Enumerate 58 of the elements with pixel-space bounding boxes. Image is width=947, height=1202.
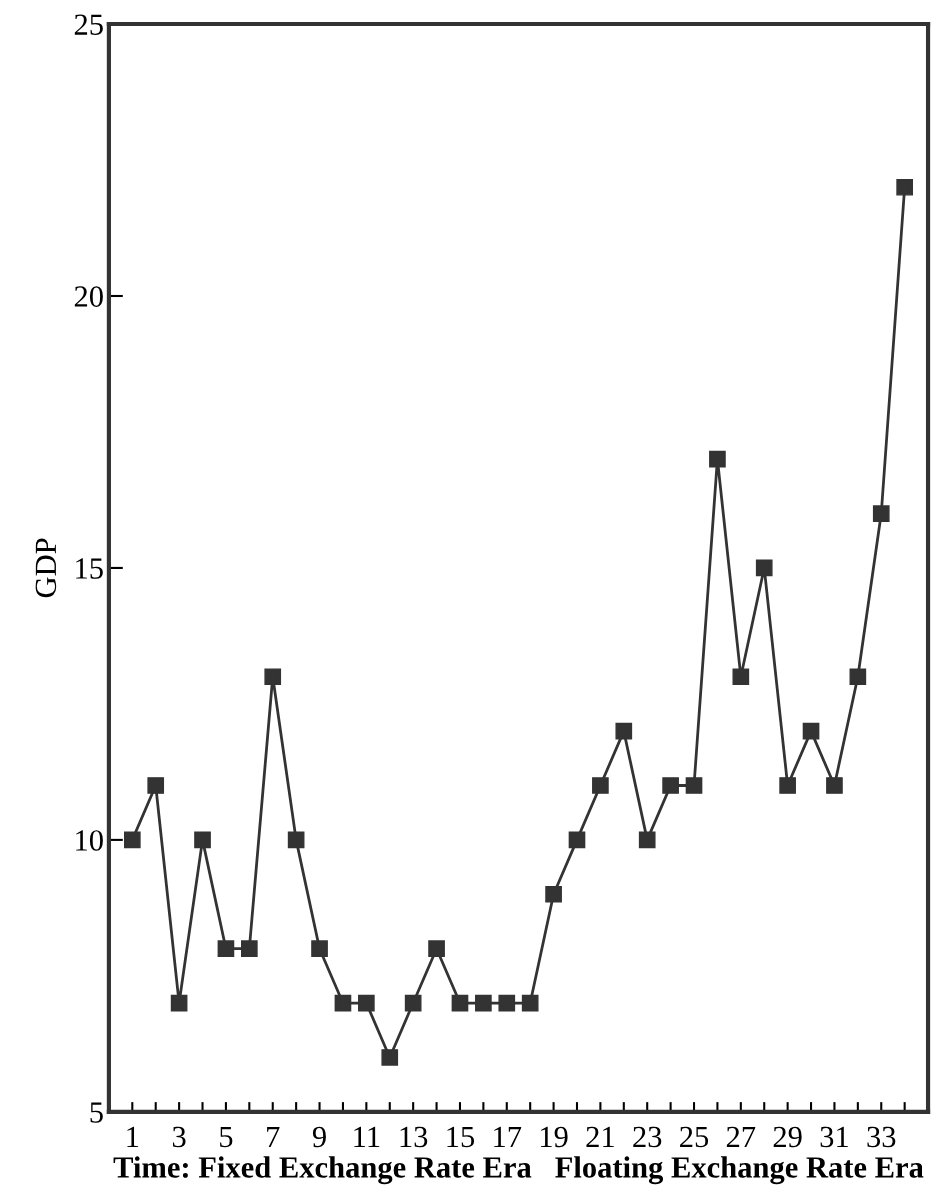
x-tick-label: 31 [820, 1126, 848, 1148]
point [662, 777, 679, 794]
point [872, 505, 890, 522]
point [802, 722, 820, 740]
x-tick-label: 7 [267, 1126, 280, 1147]
x-tick-label: 33 [867, 1126, 896, 1148]
point [194, 831, 211, 849]
point [475, 994, 492, 1012]
point [498, 994, 516, 1012]
x-tick-label: 27 [726, 1126, 756, 1147]
x-tick-label: 3 [172, 1126, 186, 1148]
x-tick-label: 29 [773, 1126, 802, 1148]
point [170, 994, 188, 1012]
point [545, 885, 562, 903]
point [685, 777, 703, 794]
point [123, 831, 141, 849]
y-tick-label: 25 [74, 14, 103, 35]
y-tick-label: 20 [74, 286, 103, 307]
x-tick-label: 1 [127, 1126, 139, 1147]
x-tick-label: 11 [354, 1126, 380, 1147]
point [779, 777, 796, 794]
point [240, 940, 258, 958]
x-tick-label: 25 [680, 1126, 709, 1148]
x-tick-label: 19 [541, 1126, 568, 1148]
y-axis-title: GDP [35, 538, 57, 598]
point [428, 940, 445, 958]
point [451, 994, 469, 1012]
y-tick-label: 5 [90, 1102, 103, 1123]
point [311, 940, 328, 958]
point [826, 777, 843, 794]
point [755, 559, 773, 577]
point [264, 668, 282, 686]
x-tick-label: 5 [220, 1126, 233, 1148]
point [147, 777, 165, 794]
point [521, 994, 539, 1012]
point [358, 994, 375, 1012]
point [732, 668, 750, 686]
point [568, 831, 586, 849]
point [638, 831, 656, 849]
x-tick-label: 13 [400, 1126, 428, 1148]
point [709, 450, 726, 468]
x-tick-label: 17 [494, 1126, 522, 1147]
x-tick-label: 15 [447, 1126, 475, 1148]
point [896, 178, 913, 196]
y-tick-label: 10 [76, 830, 103, 851]
point [217, 940, 235, 958]
point [404, 994, 422, 1012]
x-tick-label: 23 [633, 1126, 662, 1148]
point [381, 1049, 399, 1066]
point [615, 722, 633, 740]
x-tick-label: 21 [586, 1126, 614, 1147]
x-tick-label: 9 [312, 1126, 326, 1148]
point [592, 777, 609, 794]
point [849, 668, 867, 686]
point [334, 994, 352, 1012]
x-axis-title: Time: Fixed Exchange Rate Era Floating Exchange Rate Era [113, 1156, 924, 1185]
y-tick-label: 15 [76, 558, 103, 579]
point [287, 831, 305, 849]
